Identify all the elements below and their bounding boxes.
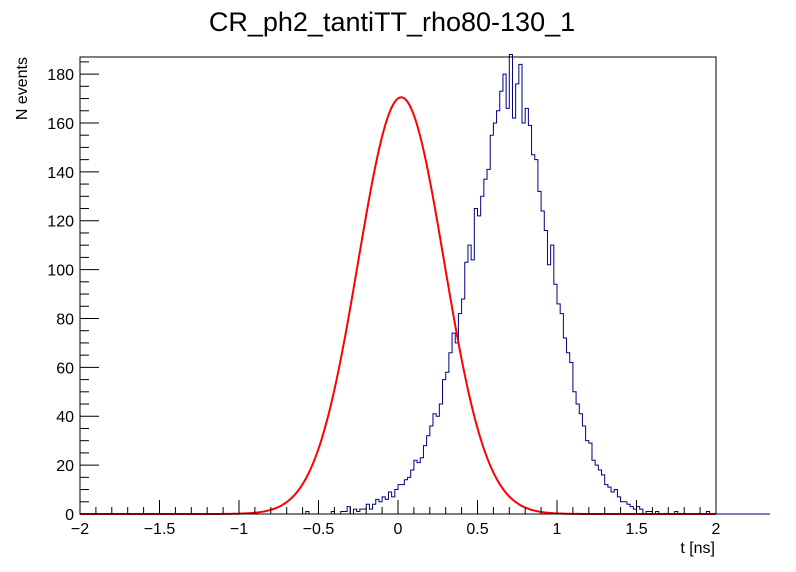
axes: −2 −1.5 −1 −0.5 0 0.5 1 1.5 20204060801001201401… [47,56,721,538]
y-tick-label: 40 [56,409,74,426]
y-tick-label: 0 [65,507,74,524]
x-tick-label: 2 [712,521,721,538]
x-axis-title: t [ns] [680,540,715,557]
y-tick-label: 20 [56,458,74,475]
x-tick-label: 0.5 [466,521,488,538]
y-tick-label: 160 [47,116,74,133]
x-tick-label: −0.5 [303,521,335,538]
y-tick-label: 60 [56,360,74,377]
chart-title: CR_ph2_tantiTT_rho80-130_1 [209,7,575,37]
y-tick-label: 120 [47,214,74,231]
y-tick-label: 180 [47,67,74,84]
y-tick-label: 140 [47,165,74,182]
x-tick-label: −1.5 [144,521,176,538]
x-tick-label: 0 [394,521,403,538]
x-tick-label: 1.5 [625,521,647,538]
y-axis-title: N events [14,57,31,120]
y-tick-label: 100 [47,263,74,280]
y-tick-label: 80 [56,311,74,328]
x-tick-label: 1 [553,521,562,538]
x-tick-label: −1 [230,521,248,538]
x-tick-label: −2 [71,521,89,538]
